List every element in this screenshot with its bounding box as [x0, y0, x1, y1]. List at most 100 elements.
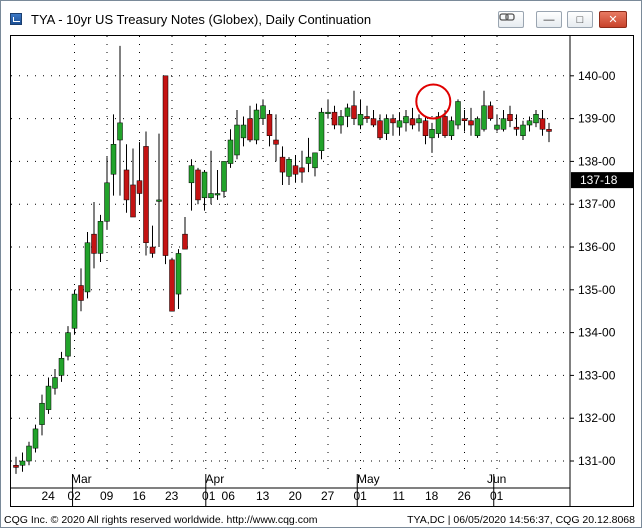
candle-down [299, 167, 305, 173]
candle-down [143, 146, 149, 243]
candle-up [500, 118, 507, 130]
candle-down [149, 246, 156, 254]
candle-down [546, 129, 552, 132]
candle-up [286, 159, 292, 177]
candle-up [494, 124, 500, 130]
candle-up [338, 116, 344, 126]
candle-down [351, 105, 357, 119]
symbol-timestamp-text: TYA,DC | 06/05/2020 14:56:37, CQG 20.12.… [407, 514, 635, 526]
candle-down [409, 118, 416, 126]
candle-down [78, 285, 84, 301]
x-day-label: 18 [425, 489, 439, 503]
candle-down [169, 259, 175, 312]
candle-up [234, 124, 240, 156]
x-day-label: 24 [42, 489, 56, 503]
y-tick-label: 136-00 [578, 240, 616, 254]
x-day-label: 20 [289, 489, 303, 503]
candle-down [292, 165, 299, 175]
x-month-label: Mar [71, 472, 92, 486]
close-button[interactable]: ✕ [599, 11, 627, 28]
candle-up [84, 242, 91, 293]
candle-up [110, 144, 117, 175]
candle-up [240, 124, 247, 139]
candle-up [52, 377, 58, 389]
candle-up [435, 116, 442, 134]
candle-up [188, 165, 195, 184]
link-icon[interactable] [498, 11, 524, 28]
candle-down [487, 105, 494, 119]
chart-app-icon [10, 13, 22, 25]
candle-down [279, 156, 286, 173]
candle-down [390, 118, 396, 124]
candle-up [175, 253, 182, 295]
candle-up [97, 221, 104, 254]
candle-up [221, 161, 227, 192]
minimize-icon: — [543, 13, 555, 26]
candle-up [117, 122, 123, 141]
y-tick-label: 139-00 [578, 112, 616, 126]
candle-down [13, 465, 19, 468]
restore-button[interactable]: □ [567, 11, 593, 28]
candle-down [123, 169, 130, 201]
candle-up [305, 156, 312, 164]
x-month-label: Apr [206, 472, 225, 486]
candle-up [318, 111, 325, 151]
y-tick-label: 137-00 [578, 197, 616, 211]
minimize-button[interactable]: — [536, 11, 562, 28]
candle-up [344, 107, 351, 117]
price-chart[interactable]: 131-00 132-00 133-00 134-00 135-00 136-00 137-… [11, 36, 633, 506]
candle-up [325, 111, 331, 114]
last-price-badge [571, 172, 633, 189]
candle-up [448, 120, 455, 136]
x-day-label: 26 [458, 489, 472, 503]
candle-down [130, 184, 136, 218]
candle-down [273, 139, 279, 145]
candle-down [468, 120, 474, 126]
title-bar[interactable]: TYA - 10yr US Treasury Notes (Globex), D… [1, 1, 641, 37]
candle-up [526, 120, 533, 126]
candle-down [461, 118, 468, 121]
x-day-label: 16 [133, 489, 147, 503]
candle-down [513, 126, 520, 130]
candle-down [370, 118, 377, 126]
candle-up [65, 332, 71, 357]
candle-up [32, 428, 39, 449]
x-day-label: 23 [165, 489, 179, 503]
candle-down [422, 120, 429, 136]
y-tick-label: 131-00 [578, 454, 616, 468]
candle-up [104, 182, 110, 222]
candle-down [136, 180, 143, 194]
y-tick-label: 135-00 [578, 283, 616, 297]
candle-up [383, 118, 390, 134]
x-day-label: 01 [202, 489, 216, 503]
status-bar: CQG Inc. © 2020 All rights reserved worl… [1, 509, 641, 527]
candle-down [247, 118, 253, 141]
x-month-label: Jun [487, 472, 506, 486]
y-tick-label: 140-00 [578, 69, 616, 83]
candle-down [266, 114, 273, 136]
close-icon: ✕ [608, 14, 618, 26]
y-tick-label: 138-00 [578, 154, 616, 168]
candle-up [429, 129, 435, 139]
chart-plot-area[interactable]: 131-00 132-00 133-00 134-00 135-00 136-00 137-… [10, 35, 634, 507]
candle-up [58, 358, 65, 376]
copyright-text: CQG Inc. © 2020 All rights reserved worl… [4, 514, 318, 526]
candle-up [403, 116, 409, 124]
y-tick-label: 133-00 [578, 368, 616, 382]
candle-up [533, 114, 539, 124]
candle-up [481, 105, 487, 130]
x-day-label: 09 [100, 489, 114, 503]
candle-up [39, 402, 45, 425]
candle-up [520, 124, 526, 136]
window-title: TYA - 10yr US Treasury Notes (Globex), D… [31, 12, 372, 27]
candle-up [156, 199, 162, 202]
candle-down [507, 114, 513, 121]
candle-up [227, 139, 234, 164]
candle-down [364, 116, 370, 119]
x-day-label: 11 [393, 489, 406, 503]
x-day-label: 01 [490, 489, 504, 503]
candle-up [357, 114, 364, 126]
candle-up [26, 445, 32, 462]
candle-up [455, 101, 461, 126]
